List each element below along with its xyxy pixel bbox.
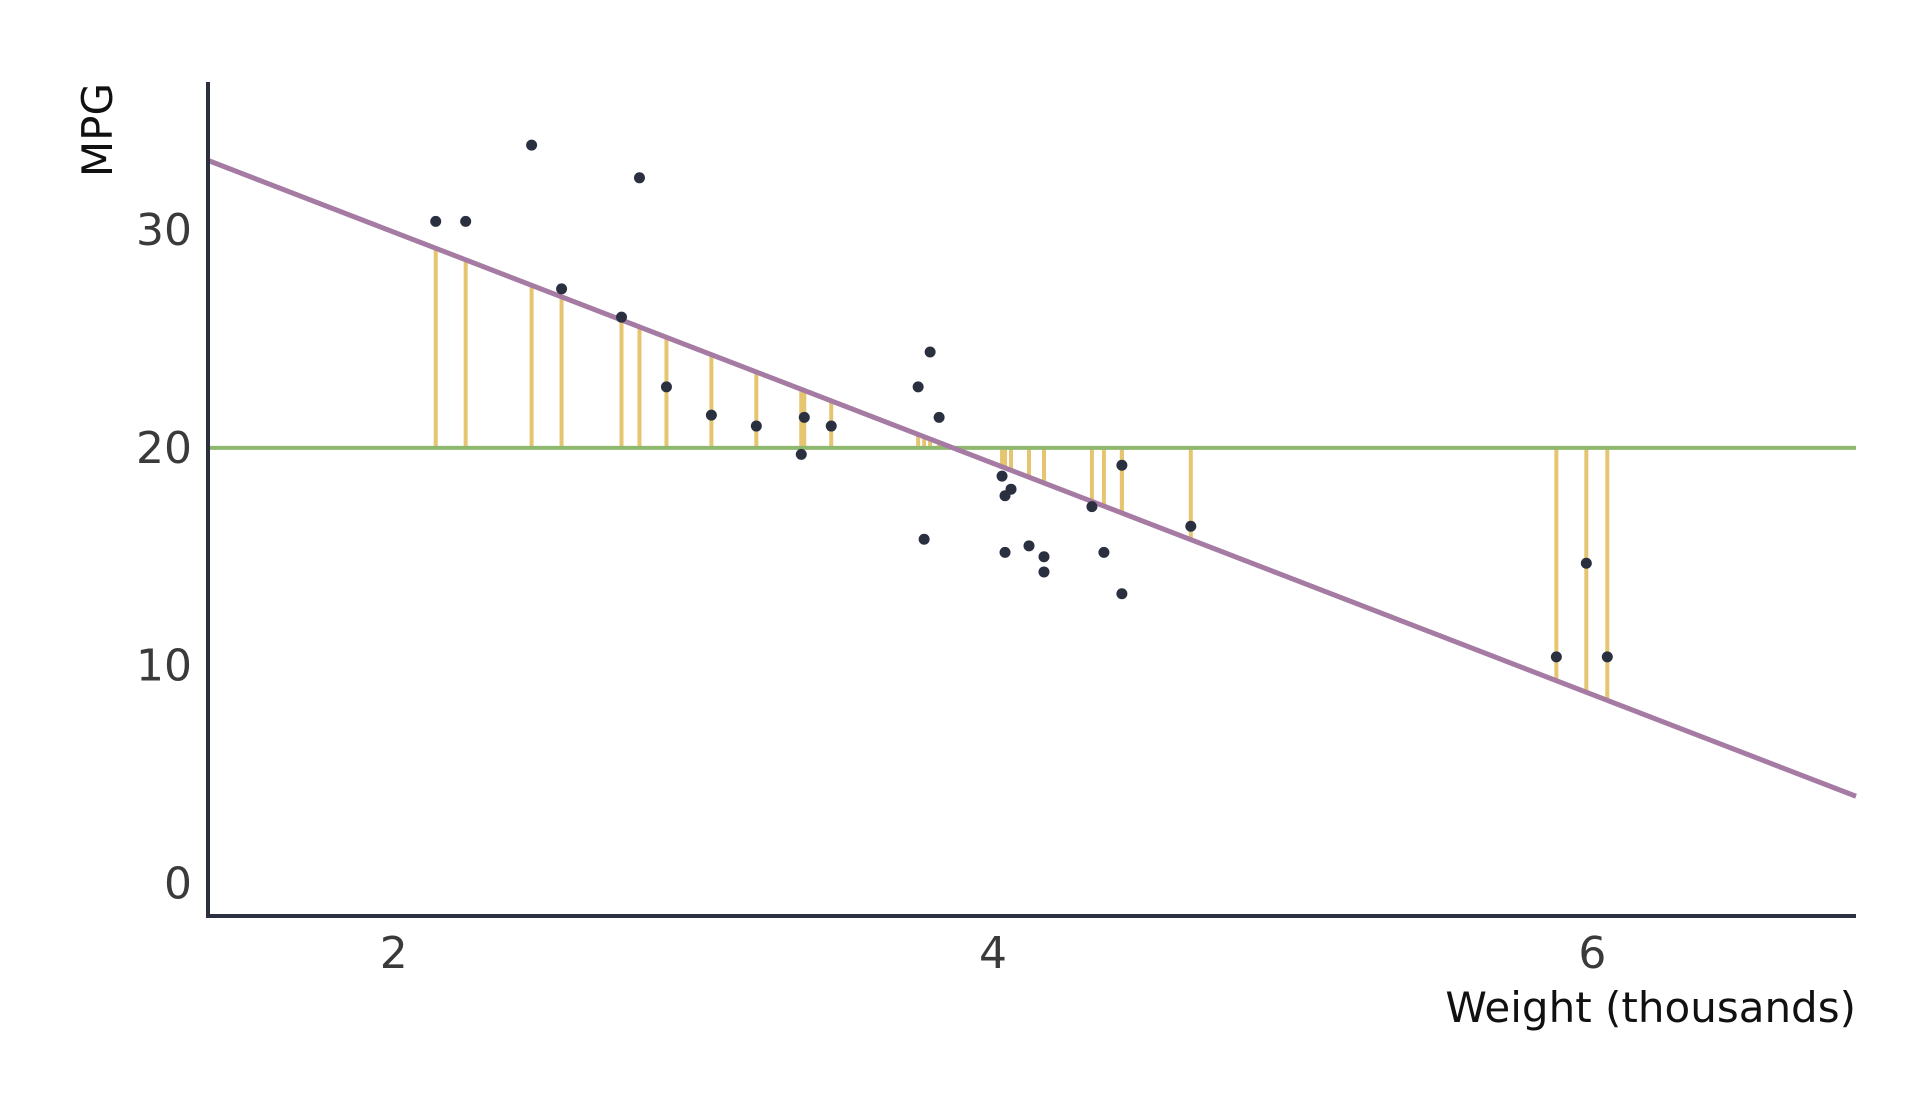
reference-lines [207, 158, 1857, 799]
data-point [615, 311, 627, 323]
residual-lines [433, 248, 1610, 701]
data-point [924, 346, 936, 358]
data-point [1038, 566, 1050, 578]
tick-labels: 0 10 20 30 2 4 6 [136, 205, 1606, 979]
data-point [933, 411, 945, 423]
data-point [1580, 557, 1592, 569]
y-tick-label: 20 [136, 423, 192, 474]
data-point [1086, 501, 1098, 513]
data-point [556, 283, 568, 295]
data-point [795, 448, 807, 460]
data-point [798, 411, 810, 423]
data-point [1038, 551, 1050, 563]
data-points [430, 139, 1613, 663]
x-axis-title: Weight (thousands) [1445, 983, 1856, 1032]
x-tick-label: 2 [380, 928, 408, 979]
data-point [999, 546, 1011, 558]
y-tick-label: 30 [136, 205, 192, 256]
y-tick-label: 10 [136, 641, 192, 692]
data-point [633, 172, 645, 184]
data-point [1116, 459, 1128, 471]
axes [206, 82, 1856, 918]
data-point [750, 420, 762, 432]
regression-line [207, 158, 1857, 799]
data-point [1098, 546, 1110, 558]
data-point [430, 215, 442, 227]
data-point [1116, 588, 1128, 600]
data-point [660, 381, 672, 393]
y-tick-label: 0 [164, 858, 192, 909]
data-point [1601, 651, 1613, 663]
data-point [1023, 540, 1035, 552]
data-point [1185, 520, 1197, 532]
data-point [460, 215, 472, 227]
data-point [526, 139, 538, 151]
data-point [1550, 651, 1562, 663]
data-point [1005, 483, 1017, 495]
data-point [705, 409, 717, 421]
x-tick-label: 4 [979, 928, 1007, 979]
x-tick-label: 6 [1578, 928, 1606, 979]
data-point [996, 470, 1008, 482]
data-point [912, 381, 924, 393]
y-axis-title: MPG [73, 83, 122, 177]
data-point [825, 420, 837, 432]
data-point [918, 533, 930, 545]
